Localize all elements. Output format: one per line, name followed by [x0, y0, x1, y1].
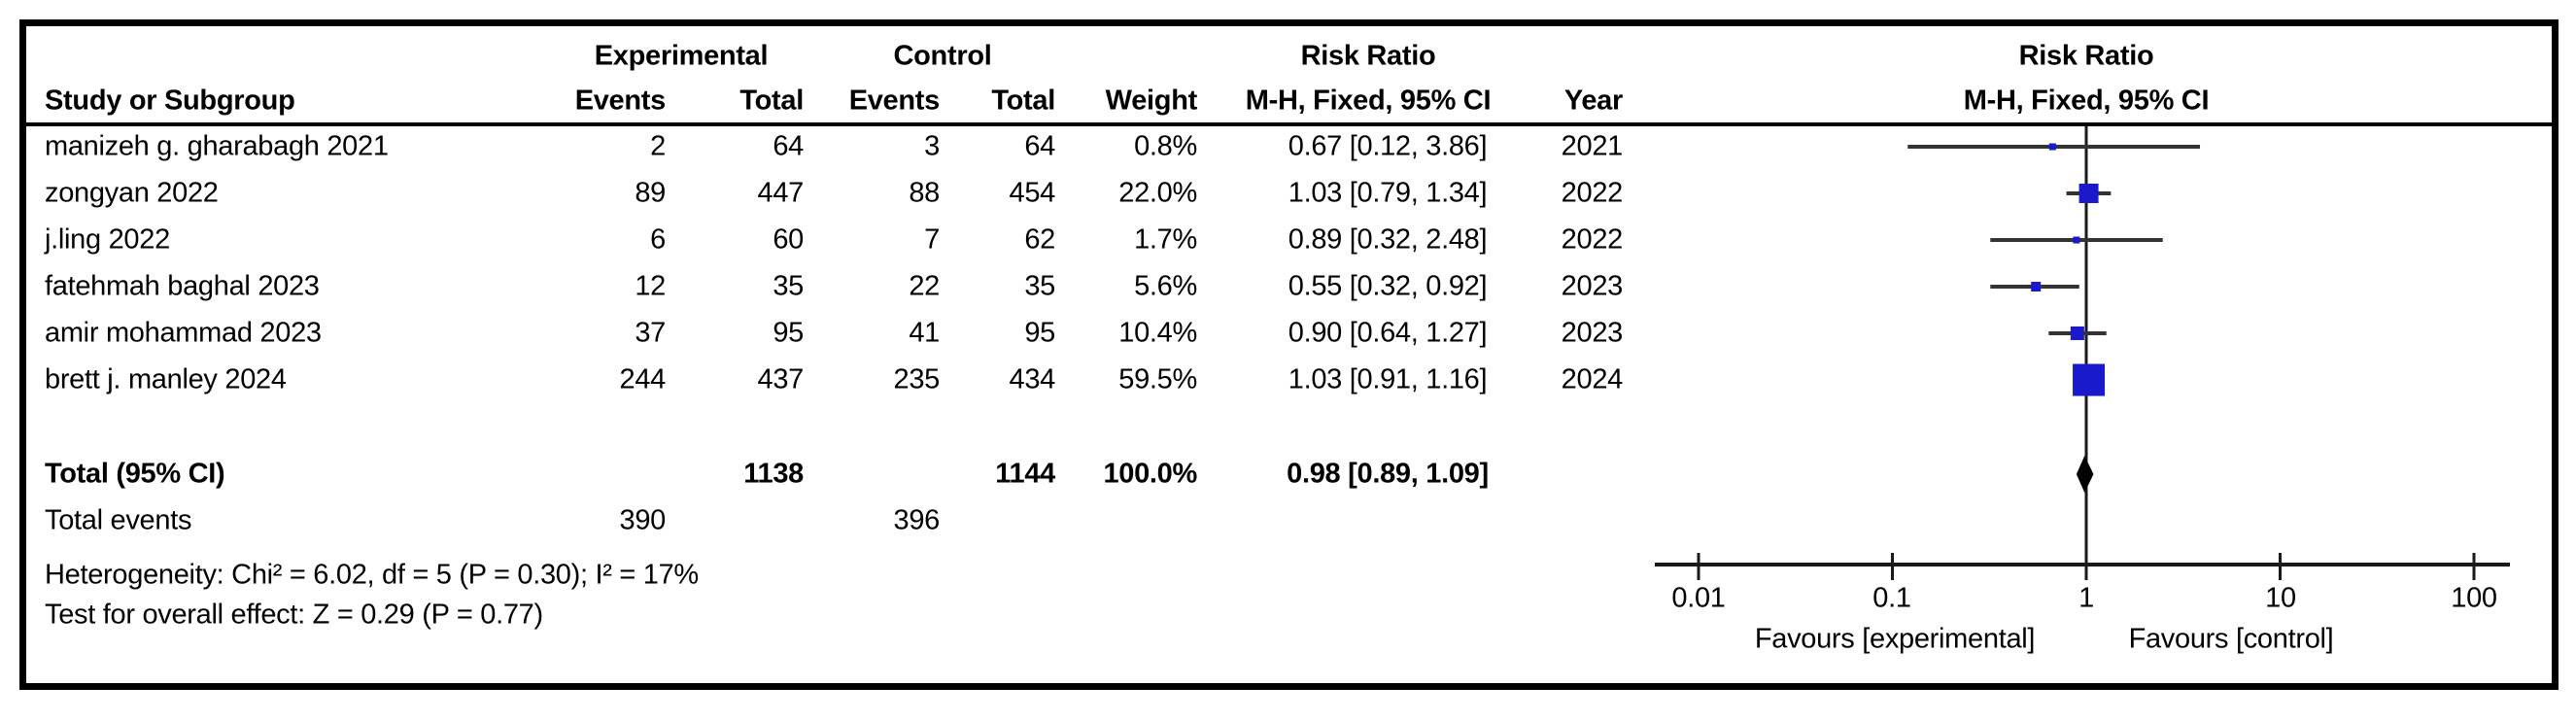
total-events-experimental: 390 [619, 504, 667, 536]
ctrl-events-value: 22 [909, 270, 940, 302]
col-header-exp-events: Events [574, 85, 667, 117]
plot-title-risk-ratio: Risk Ratio [2018, 40, 2154, 72]
year-value: 2022 [1561, 177, 1624, 209]
total-events-label: Total events [45, 504, 192, 536]
study-name: zongyan 2022 [45, 177, 219, 209]
year-value: 2023 [1561, 270, 1624, 302]
exp-events-value: 2 [650, 130, 666, 162]
axis-tick-label-0.1: 0.1 [1872, 582, 1911, 614]
weight-value: 0.8% [1134, 130, 1197, 162]
ctrl-events-value: 7 [924, 223, 940, 256]
axis-tick-label-10: 10 [2265, 582, 2296, 614]
study-name: amir mohammad 2023 [45, 317, 322, 349]
total-weight: 100.0% [1103, 458, 1197, 490]
col-header-weight: Weight [1105, 85, 1198, 117]
exp-total-value: 437 [757, 363, 805, 395]
ctrl-events-value: 88 [909, 177, 940, 209]
study-name: brett j. manley 2024 [45, 363, 287, 395]
rr-ci-value: 1.03 [0.79, 1.34] [1288, 177, 1488, 209]
exp-events-value: 6 [650, 223, 666, 256]
weight-value: 5.6% [1134, 270, 1197, 302]
exp-total-value: 447 [757, 177, 805, 209]
exp-total-value: 95 [773, 317, 804, 349]
ctrl-total-value: 62 [1024, 223, 1055, 256]
study-name: j.ling 2022 [45, 223, 170, 256]
exp-total-value: 60 [773, 223, 804, 256]
col-group-experimental: Experimental [594, 40, 769, 72]
study-name: fatehmah baghal 2023 [45, 270, 320, 302]
exp-total-value: 64 [773, 130, 804, 162]
col-header-study: Study or Subgroup [45, 85, 295, 117]
col-header-ctrl-total: Total [991, 85, 1055, 117]
col-header-exp-total: Total [739, 85, 804, 117]
year-value: 2024 [1561, 363, 1624, 395]
total-row-label: Total (95% CI) [45, 458, 225, 490]
exp-events-value: 37 [635, 317, 666, 349]
total-ctrl-total: 1144 [995, 458, 1055, 490]
ctrl-total-value: 434 [1009, 363, 1056, 395]
weight-value: 10.4% [1118, 317, 1197, 349]
year-value: 2022 [1561, 223, 1624, 256]
figure-border [19, 19, 2559, 690]
total-events-control: 396 [893, 504, 941, 536]
weight-value: 22.0% [1118, 177, 1197, 209]
rr-ci-value: 0.90 [0.64, 1.27] [1288, 317, 1488, 349]
exp-events-value: 89 [635, 177, 666, 209]
col-group-control: Control [893, 40, 992, 72]
rr-ci-value: 1.03 [0.91, 1.16] [1288, 363, 1488, 395]
rr-ci-value: 0.55 [0.32, 0.92] [1288, 270, 1488, 302]
rr-ci-value: 0.67 [0.12, 3.86] [1288, 130, 1488, 162]
exp-events-value: 244 [619, 363, 667, 395]
total-rr-ci: 0.98 [0.89, 1.09] [1287, 458, 1489, 490]
exp-events-value: 12 [635, 270, 666, 302]
favours-control-label: Favours [control] [2128, 623, 2334, 655]
weight-value: 1.7% [1134, 223, 1197, 256]
exp-total-value: 35 [773, 270, 804, 302]
total-exp-total: 1138 [743, 458, 804, 490]
ctrl-total-value: 454 [1009, 177, 1056, 209]
ctrl-total-value: 64 [1024, 130, 1055, 162]
year-value: 2023 [1561, 317, 1624, 349]
plot-title-mh-fixed-ci: M-H, Fixed, 95% CI [1963, 85, 2210, 117]
col-header-ctrl-events: Events [848, 85, 941, 117]
ctrl-total-value: 95 [1024, 317, 1055, 349]
heterogeneity-text: Heterogeneity: Chi² = 6.02, df = 5 (P = … [45, 559, 699, 591]
weight-value: 59.5% [1118, 363, 1197, 395]
ctrl-events-value: 235 [893, 363, 941, 395]
col-header-year: Year [1563, 85, 1623, 117]
axis-tick-label-1: 1 [2078, 582, 2094, 614]
ctrl-total-value: 35 [1024, 270, 1055, 302]
rr-ci-value: 0.89 [0.32, 2.48] [1288, 223, 1488, 256]
header-separator-line [26, 122, 2552, 126]
ctrl-events-value: 41 [909, 317, 940, 349]
axis-tick-label-0.01: 0.01 [1671, 582, 1726, 614]
year-value: 2021 [1561, 130, 1624, 162]
ctrl-events-value: 3 [924, 130, 940, 162]
overall-effect-text: Test for overall effect: Z = 0.29 (P = 0… [45, 599, 543, 631]
col-header-mh-fixed-ci: M-H, Fixed, 95% CI [1245, 85, 1492, 117]
axis-tick-label-100: 100 [2451, 582, 2497, 614]
favours-experimental-label: Favours [experimental] [1754, 623, 2036, 655]
col-group-risk-ratio: Risk Ratio [1300, 40, 1436, 72]
study-name: manizeh g. gharabagh 2021 [45, 130, 389, 162]
